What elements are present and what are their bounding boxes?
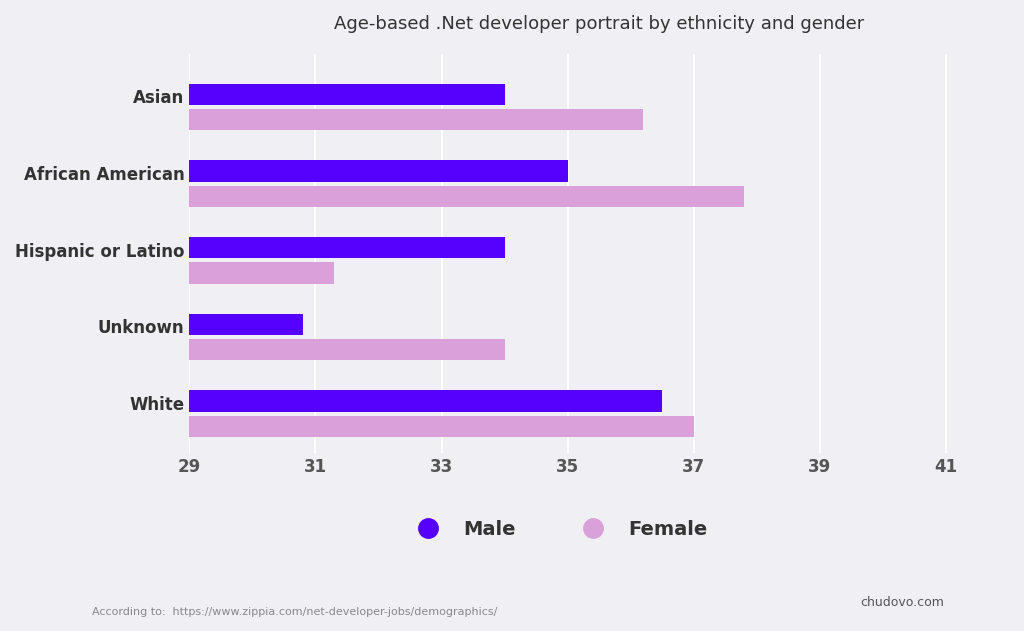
Bar	[189, 186, 744, 207]
Legend: Male, Female: Male, Female	[399, 510, 718, 549]
Bar	[189, 339, 505, 360]
Bar	[189, 83, 505, 105]
Bar	[189, 390, 663, 411]
Bar	[189, 109, 643, 130]
Text: chudovo.com: chudovo.com	[860, 596, 944, 609]
Bar	[189, 160, 567, 182]
Bar	[189, 416, 693, 437]
Bar	[189, 314, 303, 335]
Bar	[189, 262, 335, 284]
Text: According to:  https://www.zippia.com/net-developer-jobs/demographics/: According to: https://www.zippia.com/net…	[92, 607, 498, 617]
Bar	[189, 237, 505, 258]
Title: Age-based .Net developer portrait by ethnicity and gender: Age-based .Net developer portrait by eth…	[334, 15, 864, 33]
